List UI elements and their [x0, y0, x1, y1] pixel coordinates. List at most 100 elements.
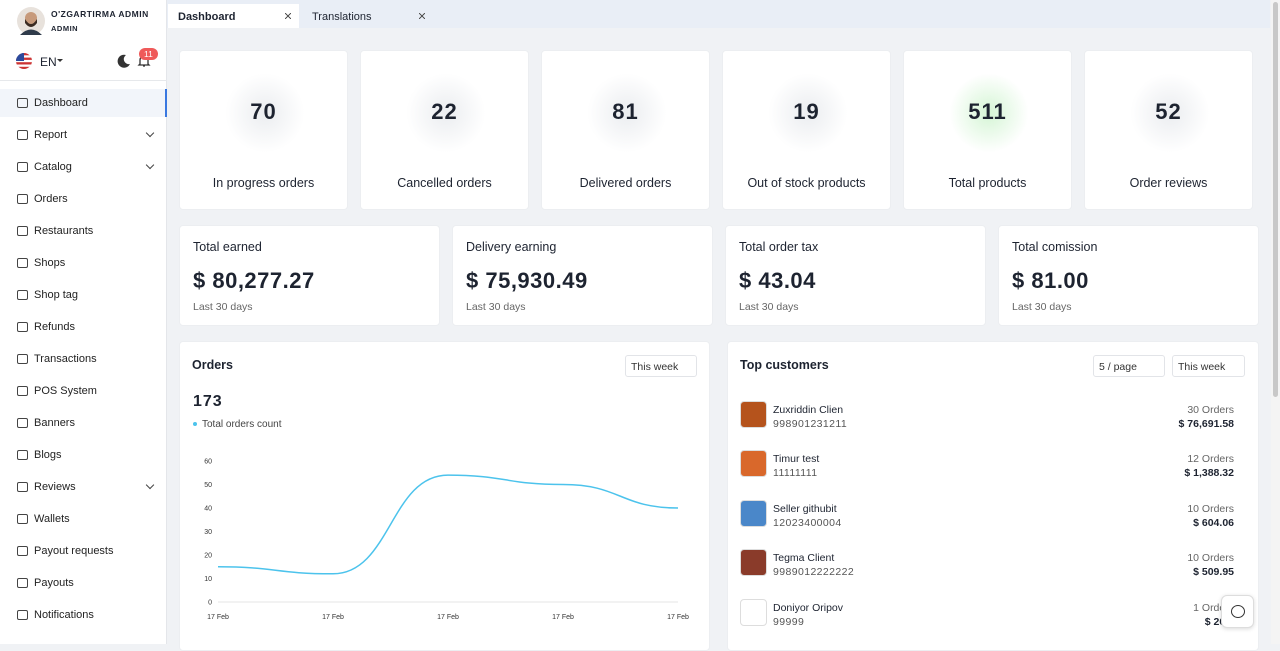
customer-orders: 12 Orders [1187, 453, 1234, 466]
menu-item[interactable]: Report [0, 121, 167, 149]
x-tick-label: 17 Feb [322, 614, 344, 621]
customer-avatar [740, 450, 767, 478]
menu-item[interactable]: Payout requests [0, 537, 167, 565]
stat-value: 511 [968, 99, 1007, 124]
customer-name[interactable]: Timur test [773, 453, 820, 466]
glow [768, 73, 848, 153]
stat-value: 19 [793, 99, 820, 124]
orders-chart: 0 10 20 30 40 50 60 17 Feb 17 Feb 17 Feb 17 Feb 17 … [204, 459, 689, 622]
menu-item[interactable]: Orders [0, 185, 167, 213]
menu-item[interactable]: Wallets [0, 505, 167, 533]
user-role: ADMIN [51, 24, 79, 33]
earning-card: Total order tax $ 43.04 Last 30 days [725, 225, 986, 326]
chat-icon [1231, 605, 1245, 618]
stat-card: 19 Out of stock products [722, 50, 891, 210]
customer-orders: 10 Orders [1187, 552, 1234, 565]
customer-amount: $ 604.06 [1193, 516, 1234, 529]
tab-close[interactable] [285, 13, 291, 19]
theme-toggle[interactable] [117, 54, 131, 68]
stat-label: Total products [948, 176, 1027, 190]
earning-title: Total earned [193, 240, 262, 254]
customer-name[interactable]: Seller githubit [773, 502, 837, 515]
y-tick-label: 10 [204, 576, 212, 583]
menu-label: Report [34, 129, 68, 141]
menu-item[interactable]: Shops [0, 249, 167, 277]
tab-label: Translations [312, 11, 372, 23]
menu-item[interactable]: Reviews [0, 473, 167, 501]
sidebar: O'ZGARTIRMA ADMIN ADMIN EN 11 Dashboard R… [0, 0, 167, 644]
earning-card: Total earned $ 80,277.27 Last 30 days [179, 225, 440, 326]
menu-icon [17, 354, 28, 364]
menu-item[interactable]: Notifications [0, 601, 167, 629]
line-series [217, 474, 679, 575]
orders-total: 173 [193, 393, 223, 410]
customer-amount: $ 76,691.58 [1178, 418, 1234, 430]
customer-phone: 12023400004 [773, 516, 842, 529]
stat-card: 81 Delivered orders [541, 50, 710, 210]
x-tick-label: 17 Feb [667, 614, 689, 621]
menu-icon [17, 226, 28, 236]
menu-label: Banners [34, 417, 75, 429]
tab[interactable]: Dashboard [168, 4, 299, 28]
stat-label: In progress orders [212, 176, 315, 190]
customer-avatar [740, 549, 767, 577]
stat-card: 22 Cancelled orders [360, 50, 529, 210]
customer-avatar [740, 499, 767, 527]
customer-orders: 10 Orders [1187, 502, 1234, 515]
menu-item[interactable]: Banners [0, 409, 167, 437]
tab[interactable]: Translations [302, 4, 433, 28]
notification-badge: 11 [139, 48, 158, 60]
stat-value: 52 [1155, 99, 1182, 124]
tab-close[interactable] [419, 13, 425, 19]
menu-item[interactable]: Shop tag [0, 281, 167, 309]
customer-name[interactable]: Doniyor Oripov [773, 601, 844, 614]
y-tick-label: 20 [204, 553, 212, 560]
customers-title: Top customers [740, 358, 829, 372]
customer-phone: 9989012222222 [773, 566, 855, 579]
menu-label: Restaurants [34, 225, 94, 237]
earning-period: Last 30 days [739, 301, 799, 313]
menu-label: Shop tag [34, 289, 79, 301]
menu-item[interactable]: Restaurants [0, 217, 167, 245]
menu-item[interactable]: Dashboard [0, 89, 167, 117]
menu-item[interactable]: POS System [0, 377, 167, 405]
language[interactable]: EN [40, 55, 57, 69]
orders-card: Orders This week 173 Total orders count 0 10 2… [179, 341, 710, 651]
legend-dot [193, 422, 197, 426]
menu-item[interactable]: Refunds [0, 313, 167, 341]
earning-period: Last 30 days [466, 301, 526, 313]
stat-label: Cancelled orders [397, 176, 492, 190]
flag[interactable] [16, 53, 32, 69]
y-tick-label: 30 [204, 529, 212, 536]
menu-item[interactable]: Payouts [0, 569, 167, 597]
glow [225, 73, 305, 153]
menu-item[interactable]: Transactions [0, 345, 167, 373]
page-size-label: 5 / page [1099, 361, 1137, 373]
earning-title: Delivery earning [466, 240, 557, 254]
customer-name[interactable]: Tegma Client [773, 552, 835, 565]
y-tick-label: 50 [204, 482, 212, 489]
stat-card: 70 In progress orders [179, 50, 348, 210]
menu-icon [17, 418, 28, 428]
menu-label: Notifications [34, 609, 94, 621]
caret [57, 59, 63, 62]
menu-label: Wallets [34, 513, 70, 525]
customer-phone: 998901231211 [773, 418, 848, 430]
menu-label: Payout requests [34, 545, 114, 557]
orders-filter[interactable]: This week [625, 355, 697, 377]
x-tick-label: 17 Feb [552, 614, 574, 621]
customer-name[interactable]: Zuxriddin Clien [773, 404, 844, 416]
chat-button[interactable] [1221, 595, 1254, 628]
menu-item[interactable]: Catalog [0, 153, 167, 181]
y-tick-label: 40 [204, 506, 212, 513]
earning-card: Delivery earning $ 75,930.49 Last 30 days [452, 225, 713, 326]
customer-phone: 99999 [773, 615, 805, 628]
menu-item[interactable]: Blogs [0, 441, 167, 469]
page-size[interactable]: 5 / page [1093, 355, 1165, 377]
stat-label: Order reviews [1129, 176, 1208, 190]
customers-filter[interactable]: This week [1172, 355, 1245, 377]
earning-card: Total comission $ 81.00 Last 30 days [998, 225, 1259, 326]
menu-label: Blogs [34, 449, 62, 461]
earning-amount: $ 80,277.27 [193, 268, 315, 293]
menu-icon [17, 546, 28, 556]
